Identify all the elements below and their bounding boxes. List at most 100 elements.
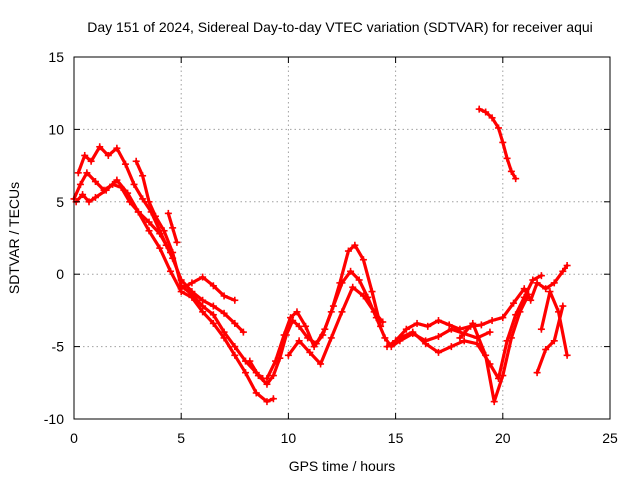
- data-point: [486, 328, 494, 336]
- data-point: [104, 151, 112, 159]
- data-point: [284, 351, 292, 359]
- y-axis-label: SDTVAR / TECUs: [6, 182, 22, 294]
- data-point: [317, 360, 325, 368]
- data-point: [188, 279, 196, 287]
- data-point: [563, 351, 571, 359]
- data-point: [145, 198, 153, 206]
- series-arc-13: [537, 288, 571, 359]
- data-point: [379, 318, 387, 326]
- data-point: [145, 218, 153, 226]
- data-point: [76, 180, 84, 188]
- data-point: [151, 212, 159, 220]
- data-point: [527, 296, 535, 304]
- series-line: [539, 290, 569, 357]
- data-point: [359, 256, 367, 264]
- data-point: [383, 343, 391, 351]
- data-point: [434, 317, 442, 325]
- data-point: [231, 296, 239, 304]
- data-point: [209, 311, 217, 319]
- y-tick-labels: 15 10 5 0 -5 -10: [44, 49, 64, 427]
- data-point: [456, 334, 464, 342]
- data-point: [156, 244, 164, 252]
- data-point: [254, 372, 262, 380]
- data-point: [520, 285, 528, 293]
- data-point: [252, 389, 260, 397]
- data-point: [295, 322, 303, 330]
- data-point: [447, 343, 455, 351]
- data-point: [74, 169, 82, 177]
- y-tick-label: 10: [48, 121, 64, 137]
- data-point: [368, 288, 376, 296]
- data-point: [488, 114, 496, 122]
- data-point: [499, 372, 507, 380]
- data-point: [482, 108, 490, 116]
- data-point: [169, 224, 177, 232]
- series-line: [286, 285, 385, 366]
- data-point: [507, 334, 515, 342]
- data-point: [327, 334, 335, 342]
- data-point: [507, 167, 515, 175]
- data-point: [550, 279, 558, 287]
- data-point: [91, 178, 99, 186]
- plot-frame: [73, 56, 611, 420]
- data-point: [139, 172, 147, 180]
- data-point: [272, 357, 280, 365]
- data-point: [563, 262, 571, 270]
- data-point: [220, 328, 228, 336]
- data-point: [96, 143, 104, 151]
- data-point: [145, 227, 153, 235]
- data-point: [475, 105, 483, 113]
- x-tick-label: 20: [495, 430, 511, 446]
- x-axis-label: GPS time / hours: [289, 458, 396, 474]
- data-point: [319, 331, 327, 339]
- data-point: [231, 319, 239, 327]
- series-line: [458, 292, 531, 404]
- data-point: [209, 319, 217, 327]
- series-arc-8: [263, 241, 385, 382]
- y-tick-label: 0: [56, 266, 64, 282]
- data-point: [445, 321, 453, 329]
- data-point: [113, 144, 121, 152]
- data-point: [347, 267, 355, 275]
- data-point: [79, 191, 87, 199]
- data-point: [336, 279, 344, 287]
- x-tick-label: 15: [388, 430, 404, 446]
- data-point: [477, 321, 485, 329]
- x-tick-label: 0: [70, 430, 78, 446]
- data-point: [469, 319, 477, 327]
- data-point: [263, 398, 271, 406]
- data-point: [124, 189, 132, 197]
- data-point: [169, 248, 177, 256]
- data-point: [559, 302, 567, 310]
- data-point: [246, 357, 254, 365]
- data-point: [121, 160, 129, 168]
- data-point: [359, 292, 367, 300]
- data-point: [188, 290, 196, 298]
- series-arc-10: [383, 262, 571, 351]
- data-point: [529, 276, 537, 284]
- data-point: [533, 279, 541, 287]
- data-point: [134, 208, 142, 216]
- data-series: [70, 105, 571, 406]
- data-point: [349, 283, 357, 291]
- data-point: [537, 272, 545, 280]
- data-point: [402, 325, 410, 333]
- data-point: [87, 157, 95, 165]
- series-arc-14: [533, 302, 567, 377]
- data-point: [113, 176, 121, 184]
- series-arc-15: [475, 105, 520, 183]
- data-point: [413, 319, 421, 327]
- data-point: [510, 299, 518, 307]
- y-tick-label: 5: [56, 194, 64, 210]
- data-point: [306, 348, 314, 356]
- data-point: [542, 285, 550, 293]
- data-point: [409, 328, 417, 336]
- data-point: [269, 372, 277, 380]
- data-point: [85, 198, 93, 206]
- data-point: [499, 314, 507, 322]
- data-point: [559, 267, 567, 275]
- data-point: [83, 169, 91, 177]
- data-point: [499, 138, 507, 146]
- data-point: [209, 302, 217, 310]
